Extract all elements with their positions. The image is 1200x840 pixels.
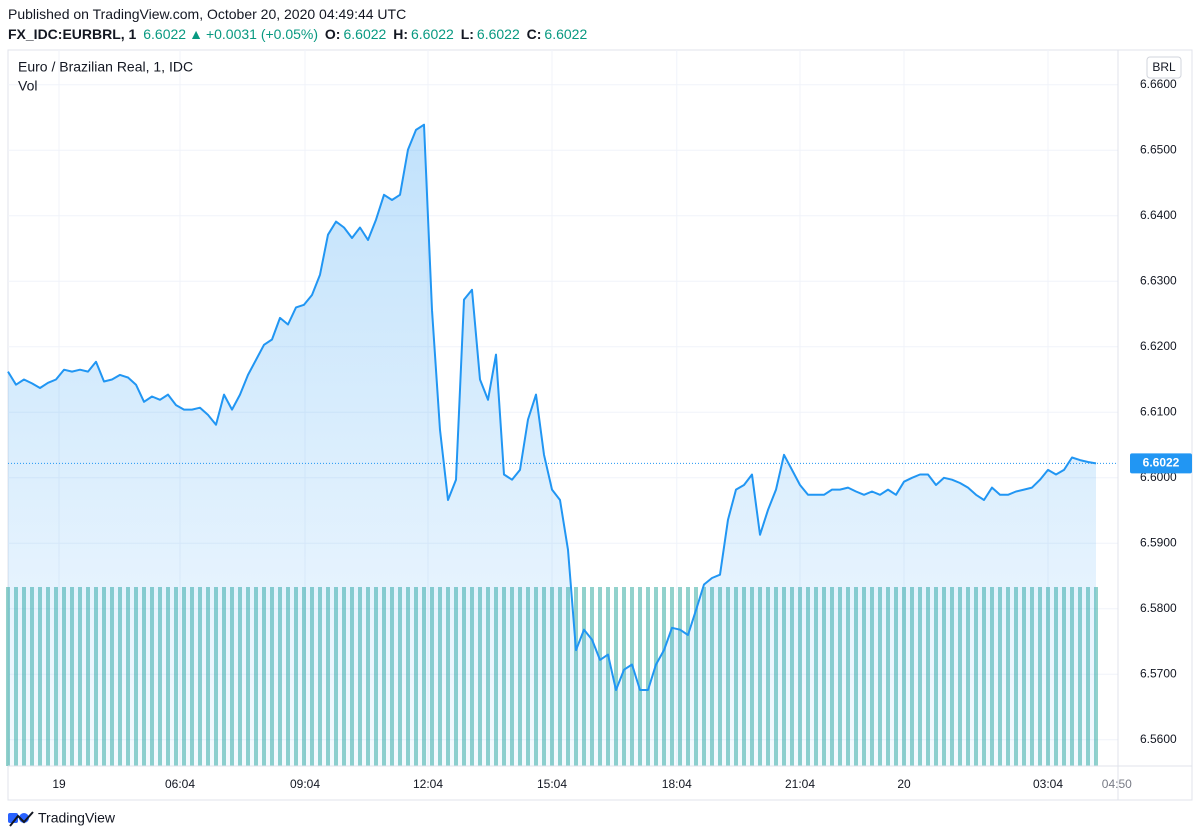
published: Published on TradingView.com, October 20… bbox=[8, 6, 407, 22]
ohlc-value: 6.6022 bbox=[410, 26, 454, 42]
volume-bar bbox=[638, 587, 642, 766]
symbol-line: FX_IDC:EURBRL, 1 6.6022 ▲ +0.0031 (+0.05%)… bbox=[8, 26, 590, 42]
price-line bbox=[7, 123, 1097, 691]
y-tick-label: 6.6300 bbox=[1140, 273, 1177, 287]
y-tick-label: 6.6400 bbox=[1140, 208, 1177, 222]
y-tick-label: 6.6200 bbox=[1140, 339, 1177, 353]
x-tick-label: 15:04 bbox=[537, 777, 567, 791]
y-tick-label: 6.6500 bbox=[1140, 142, 1177, 156]
ohlc-label: L: bbox=[460, 26, 474, 42]
symbol: FX_IDC:EURBRL, 1 bbox=[8, 26, 137, 42]
chart-title: Euro / Brazilian Real, 1, IDC bbox=[18, 59, 193, 75]
volume-bar bbox=[646, 587, 650, 766]
volume-label: Vol bbox=[18, 78, 37, 94]
y-tick-label: 6.5700 bbox=[1140, 666, 1177, 680]
y-tick-label: 6.5900 bbox=[1140, 535, 1177, 549]
y-tick-label: 6.6600 bbox=[1140, 77, 1177, 91]
currency: BRL bbox=[1152, 60, 1176, 74]
y-tick-label: 6.5800 bbox=[1140, 601, 1177, 615]
x-tick-label: 20 bbox=[897, 777, 911, 791]
x-tick-label: 09:04 bbox=[290, 777, 320, 791]
currency-box bbox=[1146, 56, 1182, 79]
x-tick-label: 18:04 bbox=[662, 777, 692, 791]
x-tick-label: 04:50 bbox=[1102, 777, 1132, 791]
last-price: 6.6022 bbox=[143, 26, 187, 42]
x-tick-label: 21:04 bbox=[785, 777, 815, 791]
last-price-label: 6.6022 bbox=[1143, 456, 1180, 470]
x-tick-label: 12:04 bbox=[413, 777, 443, 791]
ohlc-label: H: bbox=[393, 26, 408, 42]
x-tick-label: 19 bbox=[52, 777, 66, 791]
ohlc-value: 6.6022 bbox=[544, 26, 588, 42]
footer-logo bbox=[8, 811, 34, 827]
footer-brand: TradingView bbox=[38, 810, 116, 826]
volume-bar bbox=[614, 587, 618, 766]
ohlc-value: 6.6022 bbox=[343, 26, 387, 42]
published-line: Published on TradingView.com, October 20… bbox=[8, 6, 406, 22]
y-tick-label: 6.5600 bbox=[1140, 732, 1177, 746]
y-tick-label: 6.6000 bbox=[1140, 470, 1177, 484]
y-tick-label: 6.6100 bbox=[1140, 404, 1177, 418]
x-tick-label: 06:04 bbox=[165, 777, 195, 791]
last-price-box bbox=[1130, 453, 1192, 474]
x-tick-label: 03:04 bbox=[1033, 777, 1063, 791]
change: +0.0031 (+0.05%) bbox=[205, 26, 319, 42]
ohlc-label: C: bbox=[526, 26, 542, 42]
arrow: ▲ bbox=[189, 26, 203, 42]
ohlc-label: O: bbox=[324, 26, 341, 42]
ohlc-value: 6.6022 bbox=[476, 26, 520, 42]
area-fill bbox=[8, 124, 1096, 766]
